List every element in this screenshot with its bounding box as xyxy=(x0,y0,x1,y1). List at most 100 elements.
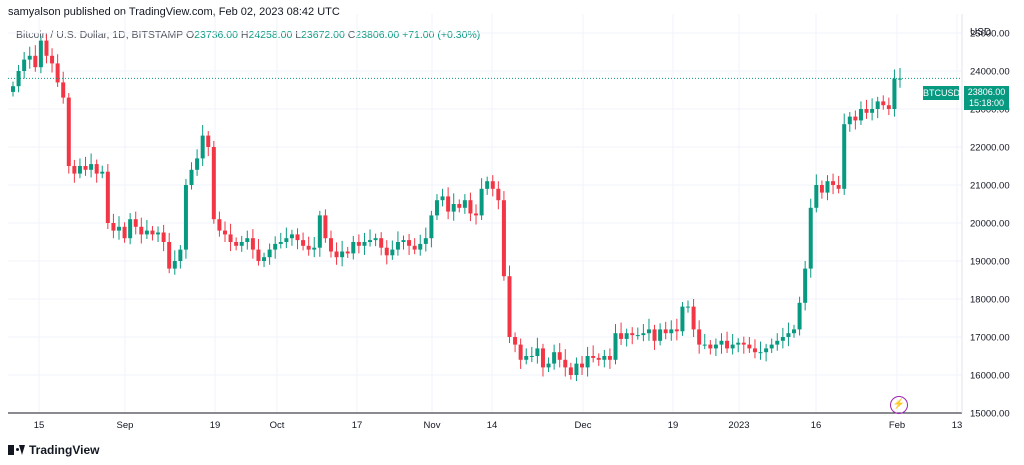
candle-body xyxy=(858,109,863,121)
candle-body xyxy=(317,215,322,248)
candle-body xyxy=(847,116,852,125)
candle-body xyxy=(619,333,624,339)
time-tick-label: Sep xyxy=(117,420,134,431)
legend-open: 23736.00 xyxy=(194,29,238,41)
candle-body xyxy=(301,240,306,246)
candle-body xyxy=(591,356,596,358)
candle-body xyxy=(898,78,902,80)
time-tick-label: 2023 xyxy=(728,420,749,431)
candle-body xyxy=(490,181,495,189)
candle-body xyxy=(284,238,289,242)
candle-body xyxy=(379,238,384,248)
time-tick-label: 16 xyxy=(811,420,822,431)
currency-label: USD xyxy=(970,27,992,38)
candle-body xyxy=(769,344,774,349)
candle-body xyxy=(496,188,501,201)
candle-body xyxy=(881,101,886,106)
candle-body xyxy=(485,181,490,189)
candle-body xyxy=(446,196,451,212)
candle-body xyxy=(178,249,183,261)
candle-body xyxy=(418,243,423,250)
candle-body xyxy=(150,230,155,235)
candle-body xyxy=(161,232,166,242)
candle-body xyxy=(22,59,27,71)
candle-body xyxy=(758,352,763,354)
candle-body xyxy=(669,329,674,334)
time-tick-label: 15 xyxy=(34,420,45,431)
price-tick-label: 17000.00 xyxy=(970,333,1010,344)
candle-body xyxy=(585,356,590,368)
candle-body xyxy=(680,306,685,332)
candle-body xyxy=(641,333,646,336)
lightning-icon[interactable]: ⚡ xyxy=(890,396,908,414)
candle-body xyxy=(189,169,194,185)
candle-body xyxy=(691,306,696,330)
candle-body xyxy=(128,219,133,239)
time-tick-label: Oct xyxy=(270,420,285,431)
candle-body xyxy=(100,171,105,174)
candle-body xyxy=(16,71,21,87)
candle-body xyxy=(434,200,439,216)
candle-body xyxy=(875,101,880,109)
candle-body xyxy=(228,234,233,242)
candle-body xyxy=(546,363,551,368)
legend-high: 24258.00 xyxy=(248,29,293,41)
candle-body xyxy=(797,302,802,330)
candle-body xyxy=(825,181,830,193)
candle-body xyxy=(853,116,858,121)
legend-open-label: O xyxy=(186,29,195,41)
candle-body xyxy=(513,337,518,345)
candle-body xyxy=(368,240,373,242)
candle-body xyxy=(674,329,679,332)
candle-body xyxy=(803,268,808,303)
candle-body xyxy=(764,348,769,353)
candle-body xyxy=(27,55,32,60)
candle-body xyxy=(429,215,434,239)
candle-body xyxy=(278,242,283,244)
candle-body xyxy=(501,200,506,277)
symbol-name[interactable]: Bitcoin / U.S. Dollar, 1D, BITSTAMP xyxy=(16,29,184,41)
candle-body xyxy=(635,335,640,337)
candle-body xyxy=(384,247,389,256)
candle-body xyxy=(540,348,545,368)
candle-body xyxy=(741,342,746,345)
candle-body xyxy=(423,238,428,244)
candle-body xyxy=(55,63,60,83)
candle-body xyxy=(133,219,138,227)
candle-body xyxy=(139,226,144,235)
tradingview-brand[interactable]: TradingView xyxy=(8,443,99,457)
candle-body xyxy=(217,219,222,231)
candle-body xyxy=(607,356,612,360)
candle-body xyxy=(775,340,780,345)
candle-body xyxy=(864,109,869,113)
candle-body xyxy=(234,242,239,246)
candle-body xyxy=(535,348,540,356)
candle-body xyxy=(580,363,585,368)
candle-body xyxy=(719,340,724,345)
time-tick-label: 13 xyxy=(952,420,963,431)
ticker-label: BTCUSD xyxy=(923,86,961,100)
candle-body xyxy=(306,245,311,250)
price-tick-label: 20000.00 xyxy=(970,219,1010,230)
candle-body xyxy=(663,329,668,334)
candle-body xyxy=(886,105,891,109)
candle-body xyxy=(144,230,149,235)
candle-body xyxy=(457,204,462,208)
countdown-value: 15:18:00 xyxy=(968,98,1005,108)
candle-body xyxy=(468,200,473,214)
price-tick-label: 22000.00 xyxy=(970,143,1010,154)
symbol-legend: Bitcoin / U.S. Dollar, 1D, BITSTAMP O237… xyxy=(16,29,480,41)
candle-body xyxy=(713,344,718,349)
time-tick-label: 19 xyxy=(668,420,679,431)
candle-body xyxy=(557,352,562,360)
candle-body xyxy=(574,363,579,375)
candle-body xyxy=(362,242,367,246)
candle-body xyxy=(105,171,110,223)
candle-body xyxy=(529,356,534,357)
candle-body xyxy=(808,207,813,269)
candle-body xyxy=(206,135,211,147)
candle-body xyxy=(172,261,177,269)
candle-body xyxy=(328,238,333,252)
price-tick-label: 16000.00 xyxy=(970,371,1010,382)
